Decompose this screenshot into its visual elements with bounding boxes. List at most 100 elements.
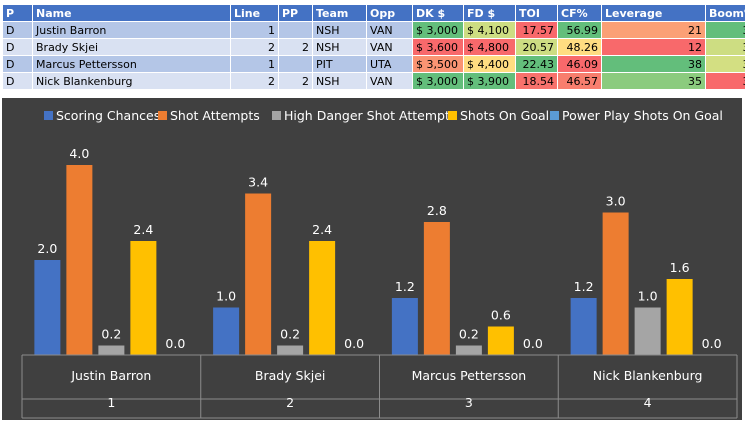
data-label: 0.2 xyxy=(459,327,479,342)
cell-toi: 18.54 xyxy=(515,72,558,90)
data-label: 1.0 xyxy=(216,289,236,304)
cell-leverage: 12 xyxy=(601,38,706,56)
bar xyxy=(309,241,336,355)
bar xyxy=(34,260,61,355)
cell-leverage: 35 xyxy=(601,72,706,90)
data-label: 0.2 xyxy=(280,327,300,342)
data-label: 3.4 xyxy=(248,175,268,190)
cell-line: 1 xyxy=(230,21,279,39)
cell-cf: 46.09 xyxy=(557,55,602,73)
column-header[interactable]: CF% xyxy=(557,4,602,22)
legend-swatch xyxy=(158,111,167,120)
bar xyxy=(602,212,629,355)
cell-toi: 20.57 xyxy=(515,38,558,56)
cell-team: NSH xyxy=(312,21,367,39)
table-row[interactable]: D Justin Barron 1 NSH VAN $ 3,000 $ 4,100 17.57… xyxy=(2,21,745,39)
bar xyxy=(570,298,597,355)
data-label: 4.0 xyxy=(69,146,89,161)
cell-fd: $ 4,800 xyxy=(463,38,516,56)
x-tick-label: Justin Barron xyxy=(70,368,151,383)
x-tick-number: 4 xyxy=(644,395,652,410)
cell-name: Nick Blankenburg xyxy=(32,72,231,90)
table-row[interactable]: D Marcus Pettersson 1 PIT UTA $ 3,500 $ 4,400 2… xyxy=(2,55,745,73)
cell-pp xyxy=(278,21,313,39)
cell-fd: $ 3,900 xyxy=(463,72,516,90)
bar xyxy=(391,298,418,355)
table-row[interactable]: D Nick Blankenburg 2 2 NSH VAN $ 3,000 $ 3,900 1… xyxy=(2,72,745,90)
legend-label: Power Play Shots On Goal xyxy=(562,108,723,123)
cell-leverage: 38 xyxy=(601,55,706,73)
cell-p: D xyxy=(2,21,33,39)
legend-swatch xyxy=(44,111,53,120)
cell-fd: $ 4,400 xyxy=(463,55,516,73)
cell-toi: 22.43 xyxy=(515,55,558,73)
column-header[interactable]: FD $ xyxy=(463,4,516,22)
cell-line: 2 xyxy=(230,38,279,56)
data-label: 2.4 xyxy=(312,222,332,237)
cell-cf: 46.57 xyxy=(557,72,602,90)
cell-p: D xyxy=(2,72,33,90)
cell-team: NSH xyxy=(312,38,367,56)
cell-name: Marcus Pettersson xyxy=(32,55,231,73)
legend-swatch xyxy=(272,111,281,120)
bar xyxy=(213,307,240,355)
column-header[interactable]: Line xyxy=(230,4,279,22)
data-label: 2.0 xyxy=(37,241,57,256)
bar xyxy=(423,222,450,355)
column-header[interactable]: DK $ xyxy=(412,4,464,22)
bar xyxy=(245,193,272,355)
bar xyxy=(487,326,514,355)
column-header[interactable]: PP xyxy=(278,4,313,22)
data-label: 2.4 xyxy=(133,222,153,237)
data-label: 1.6 xyxy=(670,260,690,275)
legend-swatch xyxy=(550,111,559,120)
legend-swatch xyxy=(448,111,457,120)
column-header[interactable]: Team xyxy=(312,4,367,22)
cell-p: D xyxy=(2,38,33,56)
legend-label: High Danger Shot Attempts xyxy=(284,108,456,123)
cell-boom: 32% xyxy=(705,55,745,73)
column-header[interactable]: TOI xyxy=(515,4,558,22)
cell-boom: 32% xyxy=(705,38,745,56)
column-header[interactable]: Name xyxy=(32,4,231,22)
cell-name: Brady Skjei xyxy=(32,38,231,56)
cell-dk: $ 3,000 xyxy=(412,21,464,39)
cell-leverage: 21 xyxy=(601,21,706,39)
cell-opp: VAN xyxy=(366,72,413,90)
x-tick-label: Nick Blankenburg xyxy=(593,368,703,383)
cell-cf: 56.99 xyxy=(557,21,602,39)
column-header[interactable]: Leverage xyxy=(601,4,706,22)
cell-dk: $ 3,600 xyxy=(412,38,464,56)
cell-team: PIT xyxy=(312,55,367,73)
legend-label: Shots On Goal xyxy=(460,108,549,123)
cell-boom: 32% xyxy=(705,72,745,90)
table-row[interactable]: D Brady Skjei 2 2 NSH VAN $ 3,600 $ 4,800 20.57 4… xyxy=(2,38,745,56)
bar-chart: Scoring Chances Shot Attempts High Danger … xyxy=(2,98,742,420)
cell-p: D xyxy=(2,55,33,73)
data-label: 0.6 xyxy=(491,308,511,323)
bar xyxy=(634,307,661,355)
x-tick-label: Marcus Pettersson xyxy=(412,368,527,383)
bar xyxy=(277,345,304,355)
column-header[interactable]: Opp xyxy=(366,4,413,22)
cell-dk: $ 3,500 xyxy=(412,55,464,73)
bar xyxy=(66,165,93,355)
cell-dk: $ 3,000 xyxy=(412,72,464,90)
bar xyxy=(455,345,482,355)
data-label: 1.2 xyxy=(395,279,415,294)
x-tick-number: 1 xyxy=(107,395,115,410)
bar xyxy=(666,279,693,355)
cell-cf: 48.26 xyxy=(557,38,602,56)
cell-name: Justin Barron xyxy=(32,21,231,39)
data-label: 1.0 xyxy=(638,289,658,304)
column-header[interactable]: Boom% xyxy=(705,4,745,22)
bar xyxy=(98,345,125,355)
cell-boom: 33% xyxy=(705,21,745,39)
bar xyxy=(130,241,157,355)
cell-line: 2 xyxy=(230,72,279,90)
cell-pp xyxy=(278,55,313,73)
cell-toi: 17.57 xyxy=(515,21,558,39)
data-label: 2.8 xyxy=(427,203,447,218)
legend-label: Scoring Chances xyxy=(56,108,160,123)
column-header[interactable]: P xyxy=(2,4,33,22)
